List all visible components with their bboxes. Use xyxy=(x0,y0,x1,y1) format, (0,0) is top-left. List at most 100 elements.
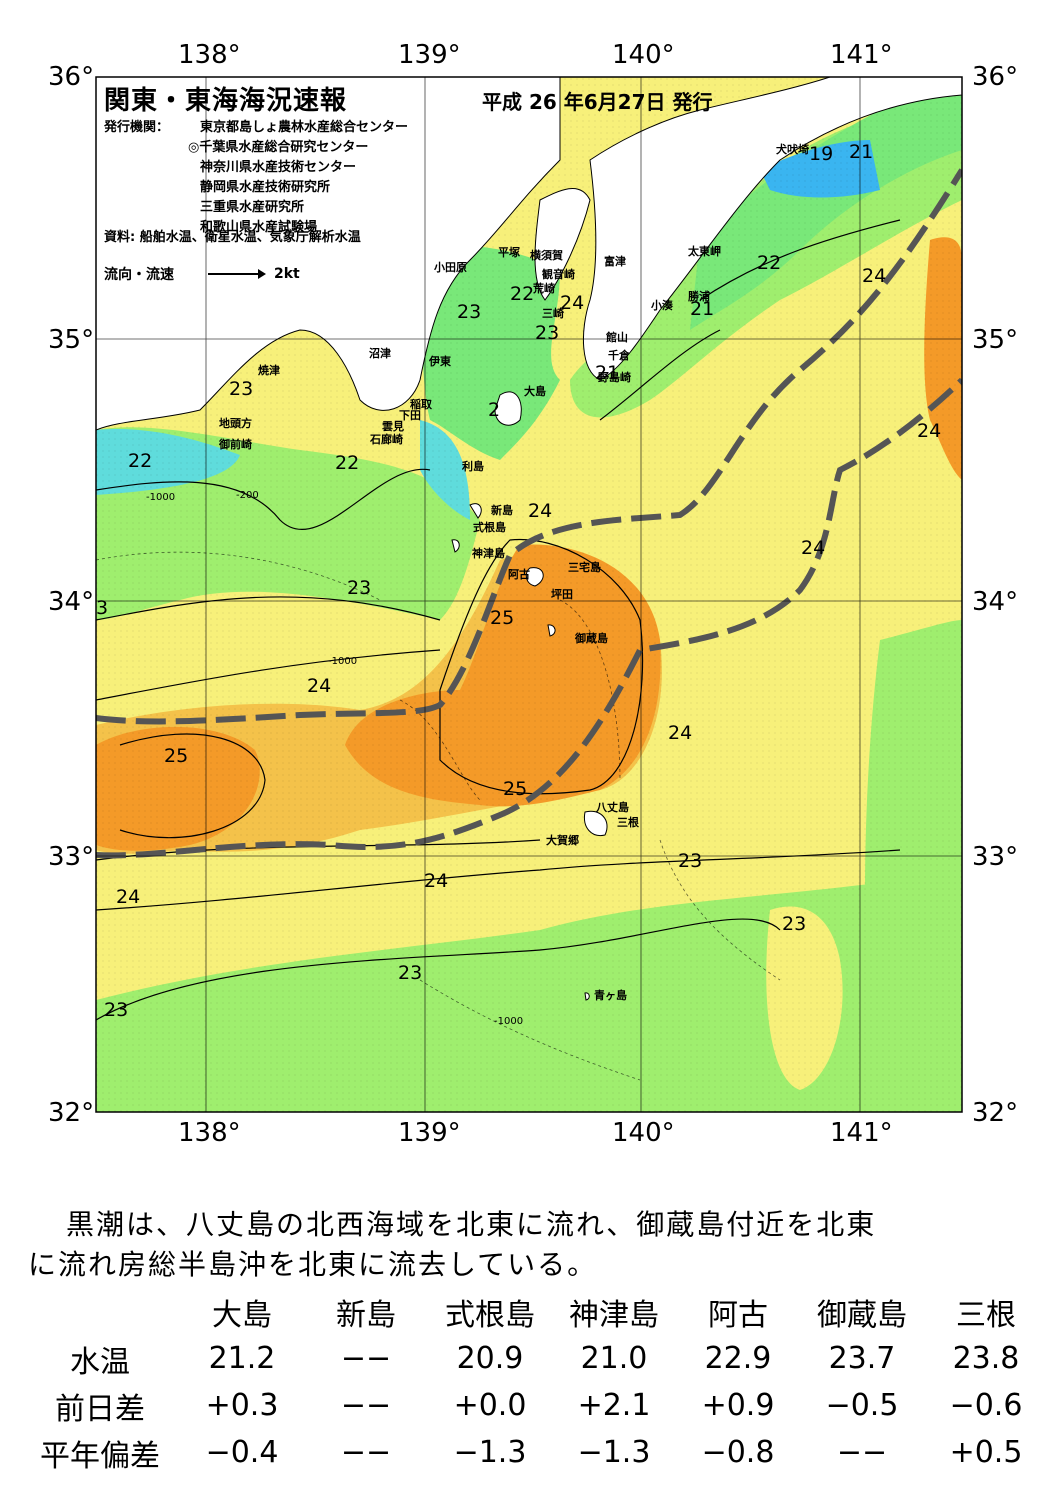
lon-tick-141: 141° xyxy=(830,40,893,70)
place-label: 太東岬 xyxy=(688,245,721,258)
kuroshio-summary: 黒潮は、八丈島の北西海域を北東に流れ、御蔵島付近を北東 に流れ房総半島沖を北東に… xyxy=(28,1205,1038,1285)
publisher-item: 東京都島しょ農林水産総合センター xyxy=(200,120,409,135)
isotherm-label: 25 xyxy=(490,607,515,629)
place-label: 御前崎 xyxy=(219,438,252,451)
isotherm-label: 2 xyxy=(488,399,501,421)
isotherm-label: 3 xyxy=(96,597,109,619)
legend-scale: 2kt xyxy=(274,266,300,282)
lat-tick-35: 35° xyxy=(48,325,95,355)
station-name: 神津島 xyxy=(569,1297,659,1333)
place-label: 御蔵島 xyxy=(575,632,608,645)
place-label: 阿古 xyxy=(508,568,530,581)
table-cell: 22.9 xyxy=(704,1341,772,1376)
depth-label: -1000 xyxy=(328,656,358,667)
publisher-item: ◎千葉県水産総合研究センター xyxy=(188,140,369,155)
isotherm-label: 22 xyxy=(335,452,360,474)
table-cell: −1.3 xyxy=(577,1435,651,1470)
lat-tick-35-right: 35° xyxy=(972,325,1019,355)
table-cell: −− xyxy=(340,1388,392,1423)
lon-tick-139: 139° xyxy=(398,40,461,70)
table-cell: −0.4 xyxy=(205,1435,279,1470)
publisher-item: 静岡県水産技術研究所 xyxy=(200,180,331,195)
table-cell: +0.0 xyxy=(453,1388,527,1423)
station-name: 御蔵島 xyxy=(817,1297,907,1333)
map-title: 関東・東海海況速報 xyxy=(104,86,348,116)
table-cell: −− xyxy=(340,1435,392,1470)
table-row: 前日差 +0.3 −− +0.0 +2.1 +0.9 −0.5 −0.6 xyxy=(20,1382,1048,1429)
place-label: 勝浦 xyxy=(688,290,710,303)
issue-date: 平成 26 年6月27日 発行 xyxy=(482,90,713,114)
row-label: 前日差 xyxy=(55,1391,145,1427)
lat-tick-34-right: 34° xyxy=(972,587,1019,617)
place-label: 富津 xyxy=(604,255,626,268)
lon-tick-138: 138° xyxy=(178,40,241,70)
place-label: 平塚 xyxy=(498,246,520,259)
table-cell: −1.3 xyxy=(453,1435,527,1470)
land-miura xyxy=(534,187,591,301)
place-label: 荒崎 xyxy=(533,282,555,295)
arrow-icon xyxy=(208,269,266,279)
isotherm-label: 24 xyxy=(862,265,887,287)
map-border xyxy=(95,76,963,1113)
lat-tick-36-right: 36° xyxy=(972,62,1019,92)
place-label: 大賀郷 xyxy=(546,834,579,847)
kuroshio-axis-south xyxy=(96,168,962,725)
table-cell: 23.7 xyxy=(828,1341,896,1376)
isotherms xyxy=(96,219,901,1021)
table-cell: −0.8 xyxy=(701,1435,775,1470)
place-label: 千倉 xyxy=(608,349,630,362)
place-label: 石廊崎 xyxy=(370,433,403,446)
land-masses xyxy=(96,77,962,1001)
land-boso xyxy=(582,77,962,381)
isotherm-label: 24 xyxy=(917,420,942,442)
table-cell: −0.5 xyxy=(825,1388,899,1423)
station-name: 三根 xyxy=(956,1297,1016,1333)
place-label: 下田 xyxy=(399,409,421,422)
map-canvas xyxy=(95,76,963,1113)
place-label: 雲見 xyxy=(382,420,404,433)
isotherm-label: 24 xyxy=(560,292,585,314)
table-row: 平年偏差 −0.4 −− −1.3 −1.3 −0.8 −− +0.5 xyxy=(20,1429,1048,1476)
lon-tick-140: 140° xyxy=(612,40,675,70)
publisher-list: 発行機関： 東京都島しょ農林水産総合センター ◎千葉県水産総合研究センター 神奈川… xyxy=(104,118,408,238)
place-label: 館山 xyxy=(606,331,628,344)
lat-tick-33-right: 33° xyxy=(972,842,1019,872)
isotherm-label: 24 xyxy=(424,870,449,892)
land-honshu-west xyxy=(96,77,561,431)
isotherm-label: 21 xyxy=(595,362,620,384)
place-label: 神津島 xyxy=(472,547,505,560)
place-label: 大島 xyxy=(524,385,546,398)
lon-tick-139-bottom: 139° xyxy=(398,1118,461,1148)
publisher-item: 和歌山県水産試験場 xyxy=(200,220,318,235)
table-cell: −− xyxy=(836,1435,888,1470)
place-label: 稲取 xyxy=(410,398,432,411)
land-mikura xyxy=(547,624,556,637)
table-cell: −− xyxy=(340,1341,392,1376)
table-cell: 23.8 xyxy=(952,1341,1020,1376)
isotherm-label: 25 xyxy=(164,745,189,767)
isotherm-label: 23 xyxy=(678,850,703,872)
isotherm-label: 23 xyxy=(229,378,254,400)
row-label: 平年偏差 xyxy=(40,1438,160,1474)
table-cell: 21.0 xyxy=(580,1341,648,1376)
land-miyake xyxy=(525,567,544,587)
table-cell: +0.3 xyxy=(205,1388,279,1423)
isotherm-label: 21 xyxy=(690,298,715,320)
lat-tick-32-right: 32° xyxy=(972,1098,1019,1128)
publisher-item: 神奈川県水産技術センター xyxy=(200,160,357,175)
table-header-row: 大島 新島 式根島 神津島 阿古 御蔵島 三根 xyxy=(20,1288,1048,1335)
isotherm-label: 23 xyxy=(104,999,129,1021)
depth-label: -1000 xyxy=(146,492,176,503)
place-label: 地頭方 xyxy=(219,417,252,430)
lat-tick-36: 36° xyxy=(48,62,95,92)
place-label: 野島崎 xyxy=(598,371,631,384)
lon-tick-141-bottom: 141° xyxy=(830,1118,893,1148)
isotherm-label: 24 xyxy=(116,886,141,908)
lon-tick-138-bottom: 138° xyxy=(178,1118,241,1148)
isotherm-label: 25 xyxy=(503,778,528,800)
place-label: 式根島 xyxy=(473,521,506,534)
isotherm-label: 22 xyxy=(757,252,782,274)
kuroshio-axis-north xyxy=(96,377,962,859)
lat-tick-32: 32° xyxy=(48,1098,95,1128)
station-name: 式根島 xyxy=(445,1297,535,1333)
